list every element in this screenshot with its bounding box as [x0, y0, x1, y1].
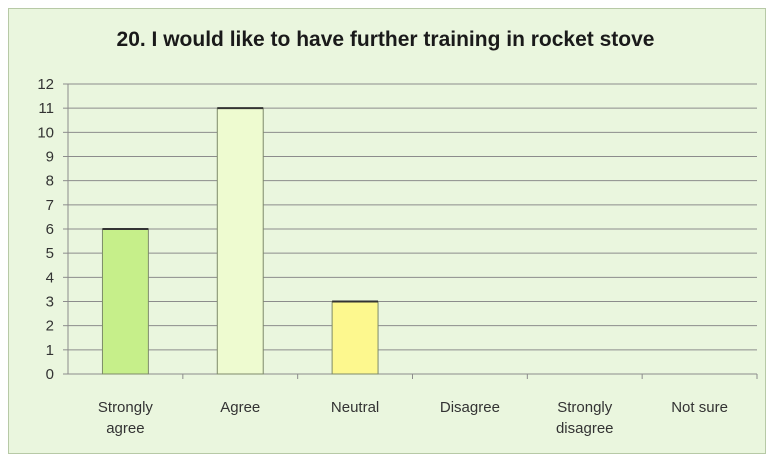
category-label-line: Agree — [220, 399, 260, 416]
category-label-line: Disagree — [440, 399, 500, 416]
category-label: Agree — [220, 399, 260, 416]
category-label-line: disagree — [556, 420, 614, 437]
y-tick-label: 0 — [46, 366, 54, 383]
category-label: Strongly disagree — [556, 399, 614, 437]
x-axis-labels: Strongly agree Agree Neutral Disagree Strongl… — [98, 399, 728, 437]
category-label-line: agree — [106, 420, 144, 437]
bar — [331, 301, 379, 375]
y-tick-label: 3 — [46, 294, 54, 311]
category-label: Disagree — [440, 399, 500, 416]
category-label-line: Strongly — [557, 399, 613, 416]
y-tick-label: 1 — [46, 342, 54, 359]
bars — [101, 107, 379, 375]
y-tick-label: 5 — [46, 245, 54, 262]
y-tick-label: 4 — [46, 269, 54, 286]
y-tick-label: 6 — [46, 221, 54, 238]
category-label-line: Not sure — [671, 399, 728, 416]
category-label-line: Strongly — [98, 399, 154, 416]
category-label: Strongly agree — [98, 399, 154, 437]
y-tick-label: 7 — [46, 197, 54, 214]
chart-title: 20. I would like to have further trainin… — [116, 28, 655, 51]
y-tick-label: 11 — [38, 100, 54, 117]
category-label: Not sure — [671, 399, 728, 416]
axes — [63, 83, 758, 379]
y-tick-label: 10 — [37, 124, 54, 141]
category-label: Neutral — [331, 399, 379, 416]
y-tick-label: 12 — [37, 76, 54, 93]
bar — [101, 228, 149, 375]
gridlines — [68, 83, 757, 351]
y-tick-label: 2 — [46, 318, 54, 335]
category-label-line: Neutral — [331, 399, 379, 416]
bar — [216, 107, 264, 375]
y-tick-label: 8 — [46, 173, 54, 190]
y-tick-label: 9 — [46, 149, 54, 166]
